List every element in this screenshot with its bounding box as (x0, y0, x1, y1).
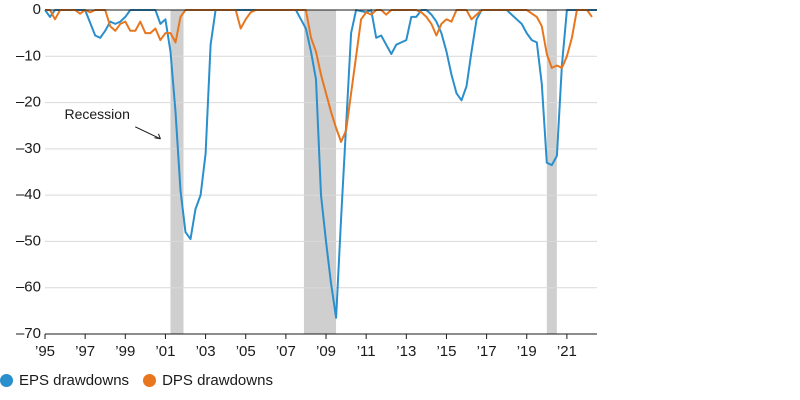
x-tick-label: ’97 (75, 343, 95, 360)
y-tick-label: 0 (33, 1, 41, 18)
y-tick-label: –70 (16, 325, 41, 342)
x-tick-label: ’19 (517, 343, 537, 360)
x-tick-label: ’17 (477, 343, 497, 360)
x-tick-label: ’95 (35, 343, 55, 360)
recession-band-3 (546, 10, 557, 334)
x-tick-label: ’03 (196, 343, 216, 360)
y-tick-label: –10 (16, 47, 41, 64)
legend-dot-dps (143, 374, 157, 387)
x-tick-label: ’21 (557, 343, 577, 360)
x-tick-label: ’07 (276, 343, 296, 360)
x-tick-label: ’09 (316, 343, 336, 360)
y-tick-label: –50 (16, 232, 41, 249)
series-line-dps (45, 9, 593, 143)
annotation-arrowhead (154, 133, 161, 140)
y-tick-label: –40 (16, 186, 41, 203)
y-tick-label: –20 (16, 94, 41, 111)
y-tick-label: –30 (16, 140, 41, 157)
legend-dot-eps (0, 374, 13, 387)
x-tick-label: ’01 (155, 343, 175, 360)
recession-bands (170, 10, 557, 334)
recession-annotation: Recession (65, 106, 130, 122)
x-tick-label: ’13 (396, 343, 416, 360)
recession-band-1 (170, 10, 184, 334)
legend-label-eps: EPS drawdowns (19, 372, 130, 389)
annotation-arrow (134, 126, 161, 140)
legend-item-dps: DPS drawdowns (143, 372, 273, 389)
x-tick-label: ’99 (115, 343, 135, 360)
x-tick-label: ’11 (357, 343, 376, 360)
x-tick-label: ’15 (436, 343, 456, 360)
legend: EPS drawdowns DPS drawdowns (0, 372, 287, 389)
x-tick-label: ’05 (236, 343, 256, 360)
legend-label-dps: DPS drawdowns (162, 372, 273, 389)
axes: 0 –10 –20 –30 –40 –50 –60 –70’95 ’97 ’99 ’01 ’03 ’05… (16, 1, 597, 360)
y-tick-label: –60 (16, 279, 41, 296)
legend-item-eps: EPS drawdowns (0, 372, 129, 389)
annotations: Recession (65, 106, 161, 140)
